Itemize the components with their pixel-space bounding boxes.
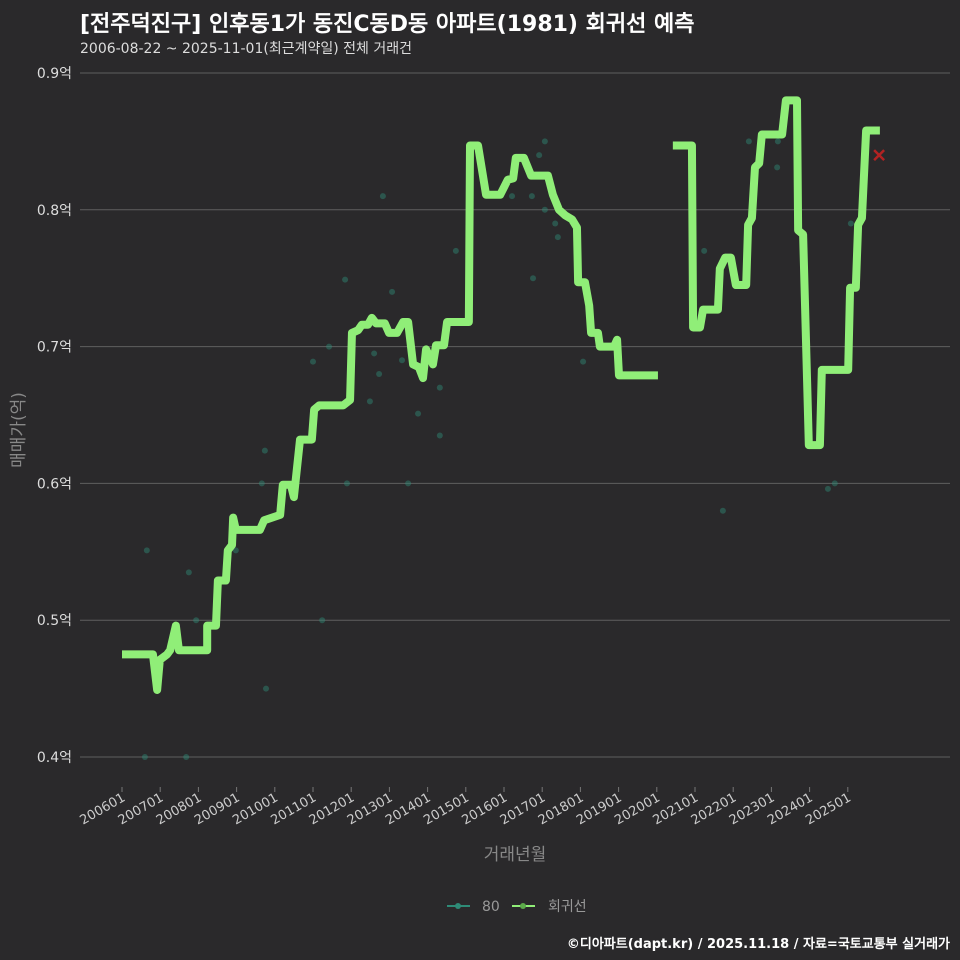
scatter-point	[326, 343, 333, 350]
scatter-point	[701, 247, 708, 254]
scatter-point	[580, 358, 587, 365]
scatter-point	[258, 480, 265, 487]
scatter-point	[143, 547, 150, 554]
scatter-point	[452, 247, 459, 254]
footer-credit: ©디아파트(dapt.kr) / 2025.11.18 / 자료=국토교통부 실…	[566, 937, 950, 952]
scatter-point	[745, 138, 752, 145]
scatter-point	[263, 685, 270, 692]
scatter-point	[232, 547, 239, 554]
scatter-point	[343, 480, 350, 487]
scatter-point	[528, 193, 535, 200]
y-tick-label: 0.5억	[37, 613, 72, 629]
scatter-point	[310, 358, 316, 365]
scatter-point	[719, 507, 726, 514]
scatter-point	[774, 138, 781, 145]
legend-label-regression: 회귀선	[548, 899, 587, 915]
y-tick-label: 0.7억	[37, 340, 72, 356]
scatter-point	[436, 432, 443, 439]
scatter-point	[554, 234, 561, 241]
scatter-point	[261, 447, 268, 454]
scatter-point	[536, 152, 543, 159]
legend-scatter-dot	[455, 903, 461, 909]
scatter-point	[193, 617, 200, 624]
regression-line	[672, 96, 880, 450]
scatter-point	[342, 276, 349, 283]
scatter-point	[530, 275, 537, 282]
scatter-point	[847, 220, 854, 227]
x-axis-label: 거래년월	[484, 845, 547, 865]
legend-label-80: 80	[482, 899, 500, 915]
scatter-point	[185, 569, 192, 576]
scatter-point	[436, 384, 443, 391]
scatter-point	[552, 220, 559, 227]
scatter-point	[831, 480, 838, 487]
scatter-point	[379, 193, 386, 200]
scatter-point	[774, 164, 781, 171]
scatter-point	[509, 193, 516, 200]
y-tick-label: 0.9억	[37, 66, 72, 82]
scatter-point	[415, 410, 422, 417]
scatter-point	[376, 370, 383, 377]
chart-title: [전주덕진구] 인후동1가 동진C동D동 아파트(1981) 회귀선 예측	[80, 12, 695, 37]
scatter-point	[399, 357, 406, 364]
y-axis-label: 매매가(억)	[9, 392, 29, 468]
scatter-point	[371, 350, 378, 357]
scatter-point	[541, 206, 548, 213]
scatter-point	[141, 754, 148, 760]
regression-line	[122, 141, 658, 694]
y-tick-label: 0.4억	[37, 750, 72, 766]
scatter-point	[389, 288, 396, 295]
scatter-point	[319, 617, 326, 624]
scatter-point	[366, 398, 373, 405]
y-tick-label: 0.8억	[37, 203, 72, 219]
chart-subtitle: 2006-08-22 ~ 2025-11-01(최근계약일) 전체 거래건	[80, 41, 412, 57]
legend-line-dot	[520, 903, 526, 909]
scatter-point	[824, 485, 831, 492]
scatter-point	[405, 480, 412, 487]
scatter-point	[183, 754, 190, 760]
scatter-point	[541, 138, 548, 145]
prediction-marker	[873, 149, 886, 161]
y-tick-label: 0.6억	[37, 476, 72, 492]
